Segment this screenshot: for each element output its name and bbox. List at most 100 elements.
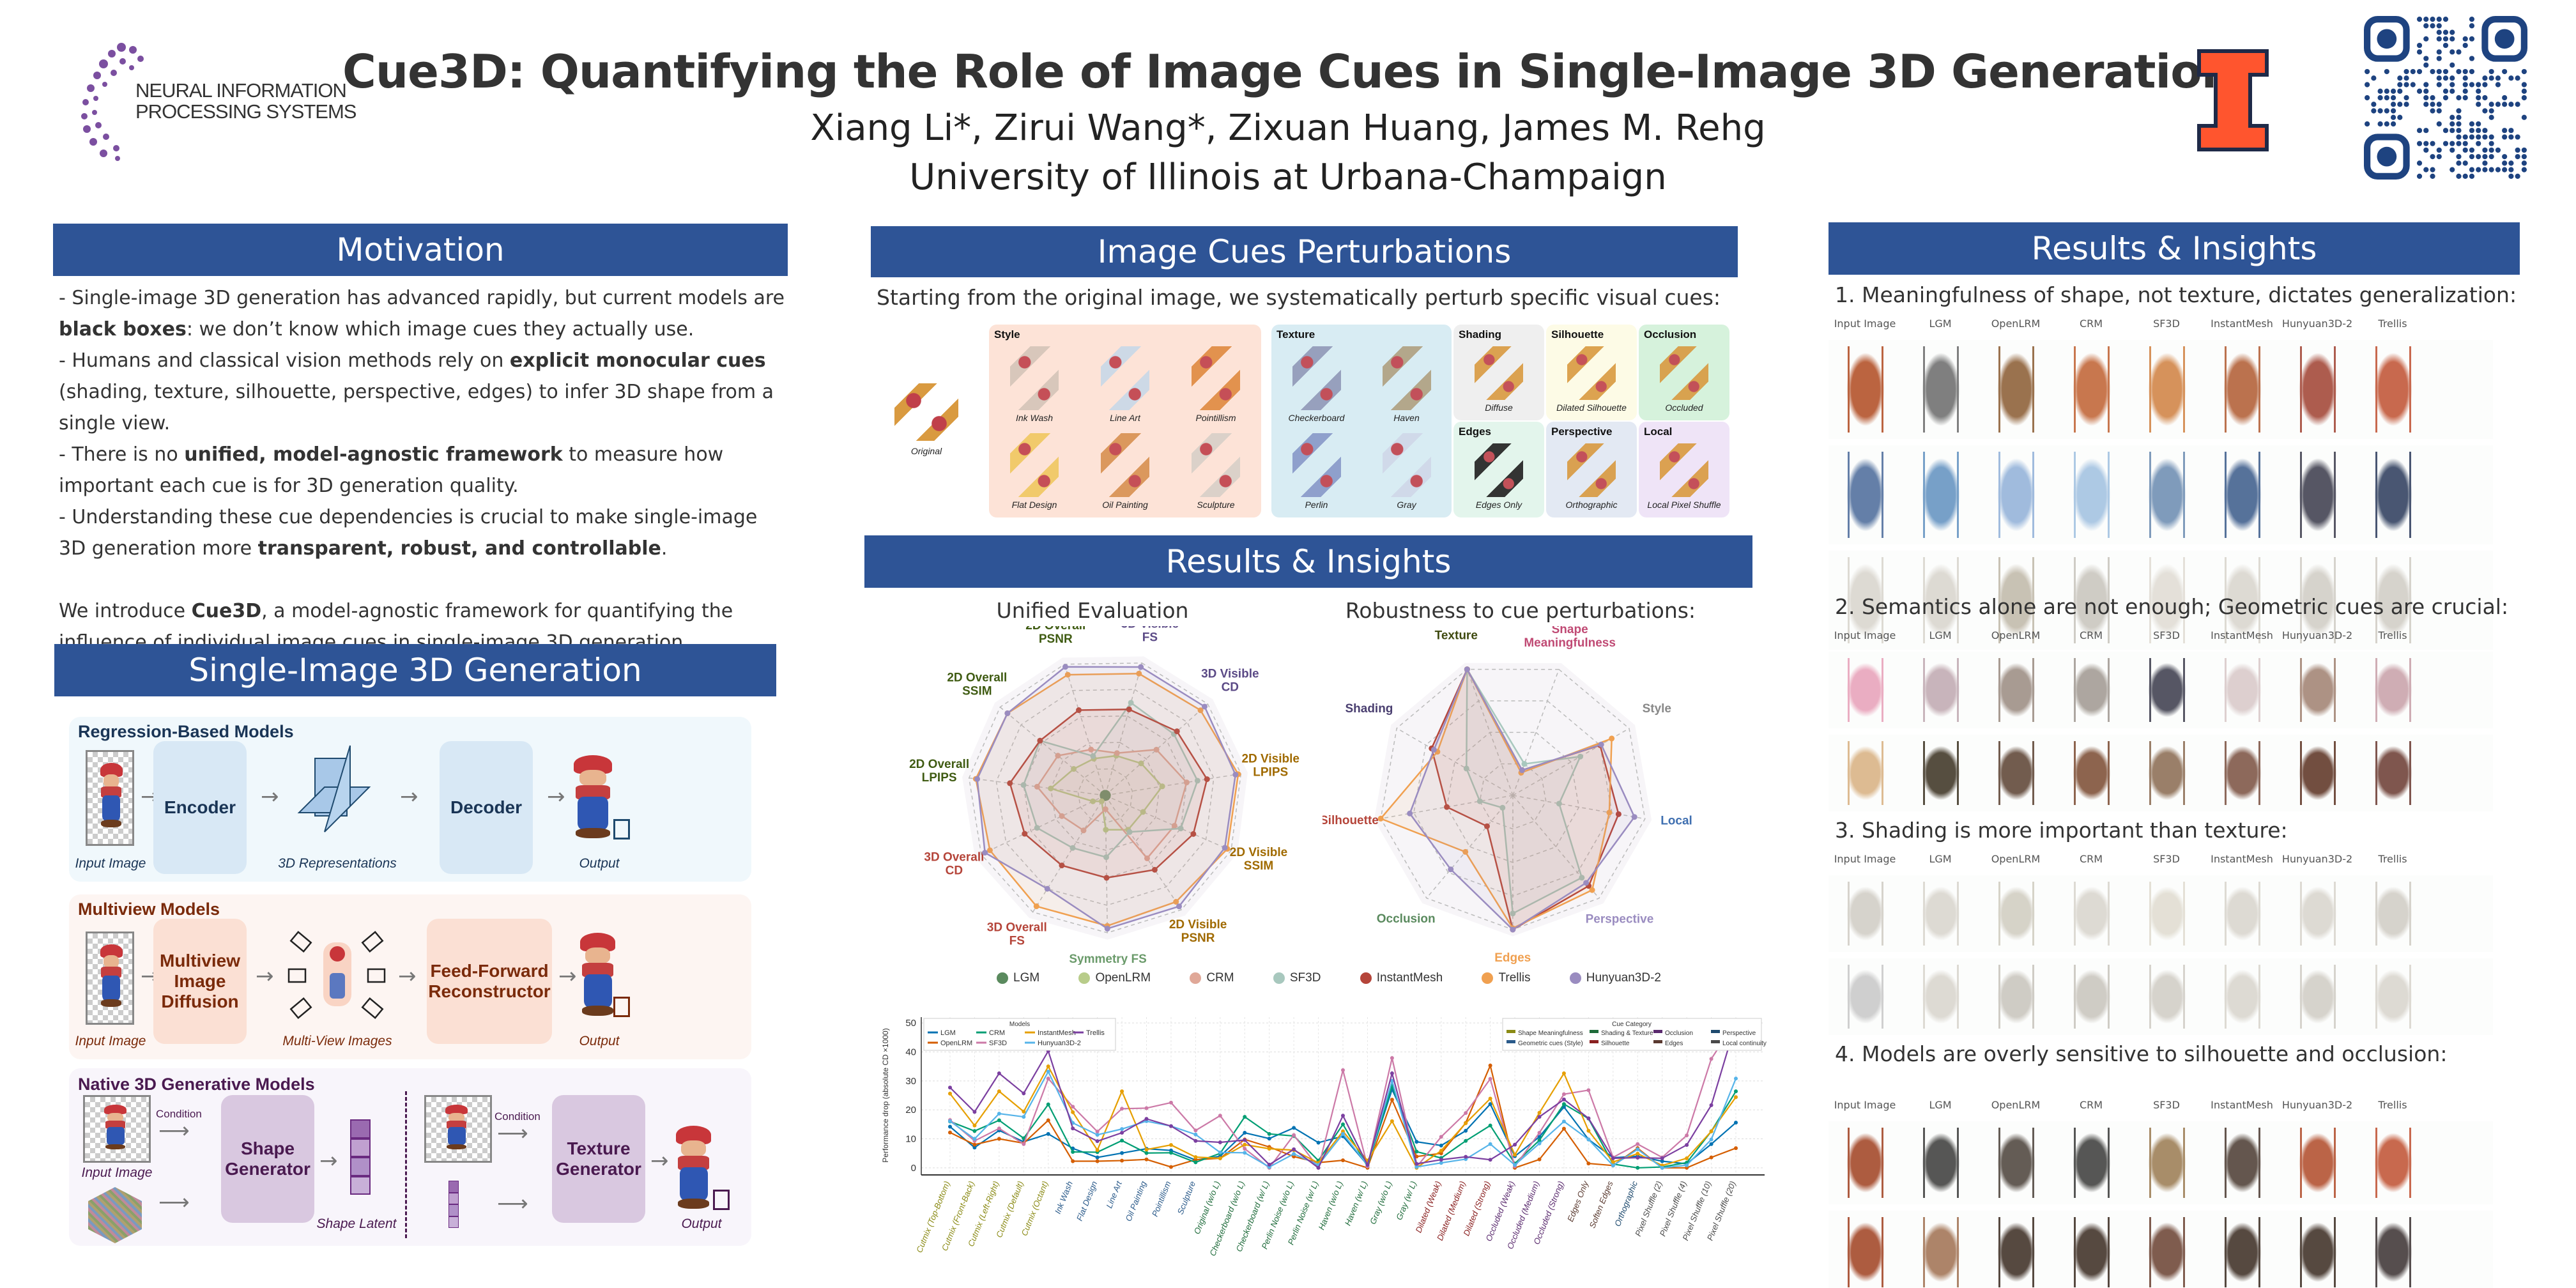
- line-point: [1095, 1155, 1100, 1160]
- radar-point: [1430, 746, 1437, 753]
- line-point: [1488, 1102, 1492, 1107]
- radar-point: [1070, 845, 1076, 851]
- radar-background: [1374, 663, 1652, 937]
- line-point: [1464, 1128, 1468, 1133]
- input-image-thumb: [83, 1095, 151, 1163]
- column-header: Input Image: [1834, 1099, 1896, 1111]
- column-header: InstantMesh: [2211, 1099, 2273, 1111]
- radar-point: [1076, 707, 1082, 714]
- line-point: [1267, 1131, 1271, 1136]
- column-header: OpenLRM: [1991, 318, 2041, 330]
- cue-item-caption: Diffuse: [1485, 402, 1513, 413]
- cue-category-legend: Cue Category Shape Meaningfulness Shading …: [1502, 1018, 1767, 1051]
- cue-item-caption: Pointillism: [1195, 413, 1236, 423]
- cue-item-caption: Dilated Silhouette: [1556, 402, 1627, 413]
- legend-item-openlrm: OpenLRM: [1078, 969, 1151, 988]
- multiview-cameras: [286, 923, 388, 1025]
- radar-axis-label: 2D Visible LPIPS: [1241, 753, 1299, 779]
- line-point: [1734, 1095, 1738, 1100]
- y-tick-label: 0: [911, 1163, 916, 1174]
- radar-point: [1055, 753, 1061, 759]
- radar1-title: Unified Evaluation: [996, 598, 1189, 623]
- column-header: Hunyuan3D-2: [2281, 1099, 2353, 1111]
- radar-series-openlrm: [1049, 755, 1163, 831]
- legend-item-hunyuan3d-2: Hunyuan3D-2: [1569, 969, 1661, 988]
- cue-legend-title: Cue Category: [1612, 1021, 1652, 1028]
- column-header: CRM: [2079, 1099, 2103, 1111]
- render-thumb: [2371, 965, 2416, 1029]
- radar-point: [1101, 790, 1108, 796]
- line-point: [1341, 1131, 1345, 1136]
- radar-point: [1521, 761, 1528, 767]
- radar-axis-label: 3D VisibleFS: [1121, 626, 1179, 644]
- column-header: SF3D: [2153, 318, 2180, 330]
- render-thumb: [2296, 452, 2340, 538]
- render-thumb: [2145, 741, 2189, 805]
- line-point: [1439, 1135, 1443, 1139]
- line-point: [1685, 1133, 1689, 1138]
- render-thumb: [1994, 658, 2039, 722]
- decoder-block: Decoder: [440, 741, 533, 874]
- texture-generator-block: Texture Generator: [552, 1095, 645, 1223]
- line-point: [1046, 1064, 1050, 1069]
- column-header: LGM: [1929, 629, 1952, 641]
- castle-thumb: [1010, 346, 1059, 410]
- render-thumb: [2220, 741, 2265, 805]
- column-header: InstantMesh: [2211, 853, 2273, 865]
- output-caption: Output: [579, 1034, 620, 1048]
- x-tick-label: Edges Only: [1565, 1179, 1591, 1223]
- qr-code[interactable]: [2364, 16, 2527, 180]
- radar-point: [1171, 822, 1177, 829]
- radar-point: [1059, 813, 1065, 819]
- render-thumb: [2371, 741, 2416, 805]
- line-point: [997, 1137, 1001, 1141]
- line-point: [1218, 1140, 1222, 1144]
- radar-axis-label: 2D Overall SSIM: [947, 671, 1007, 698]
- line-point: [1734, 1146, 1738, 1151]
- condition-label: Condition: [156, 1108, 202, 1120]
- render-thumb: [2145, 452, 2189, 538]
- cue-item-caption: Perlin: [1305, 500, 1328, 510]
- perturbations-header: Image Cues Perturbations: [871, 226, 1738, 277]
- radar-spoke: [1105, 773, 1241, 796]
- line-point: [1390, 1055, 1394, 1060]
- x-tick-label: Cutmix (Octant): [1020, 1180, 1050, 1238]
- column-header: OpenLRM: [1991, 1099, 2041, 1111]
- radar-point: [1098, 798, 1105, 804]
- legend-label: Hunyuan3D-2: [1586, 971, 1661, 985]
- legend-dot-icon: [997, 972, 1008, 984]
- radar-axis-label: Shape Meaningfulness: [1524, 626, 1616, 650]
- radar-point: [1510, 926, 1516, 933]
- radar-spoke: [1105, 795, 1232, 851]
- line-point: [1071, 1105, 1075, 1109]
- line-point: [1561, 1126, 1566, 1131]
- line-point: [1537, 1110, 1542, 1115]
- results-mid-title: Results & Insights: [1165, 543, 1452, 580]
- line-point: [1120, 1107, 1124, 1111]
- uiuc-logo: [2196, 48, 2270, 153]
- cube-icon: [613, 819, 630, 839]
- line-point: [1218, 1114, 1222, 1118]
- shape-latent-small: [448, 1181, 459, 1228]
- input-image-caption: Input Image: [75, 1034, 146, 1048]
- radar-point: [1048, 785, 1054, 792]
- arrow-icon: →: [558, 963, 577, 989]
- render-thumb: [1843, 1217, 1888, 1287]
- radar-point: [1606, 809, 1613, 816]
- line-point: [1561, 1097, 1566, 1101]
- line-point: [1488, 1063, 1492, 1068]
- cue-group-style: Style Ink Wash Line Art Pointillism Flat Des…: [989, 325, 1261, 518]
- castle-thumb: [1660, 443, 1708, 497]
- render-thumb: [2220, 557, 2265, 643]
- radar-point: [1064, 671, 1071, 678]
- column-header: CRM: [2079, 853, 2103, 865]
- cue-item-caption: Line Art: [1110, 413, 1140, 423]
- radar-point: [1579, 875, 1585, 881]
- line-point: [997, 1071, 1001, 1076]
- radar-point: [1197, 707, 1204, 714]
- radar-series-sf3d: [1022, 702, 1199, 859]
- column-header: Trellis: [2378, 629, 2407, 641]
- column-header: SF3D: [2153, 629, 2180, 641]
- line-point: [1022, 1142, 1026, 1146]
